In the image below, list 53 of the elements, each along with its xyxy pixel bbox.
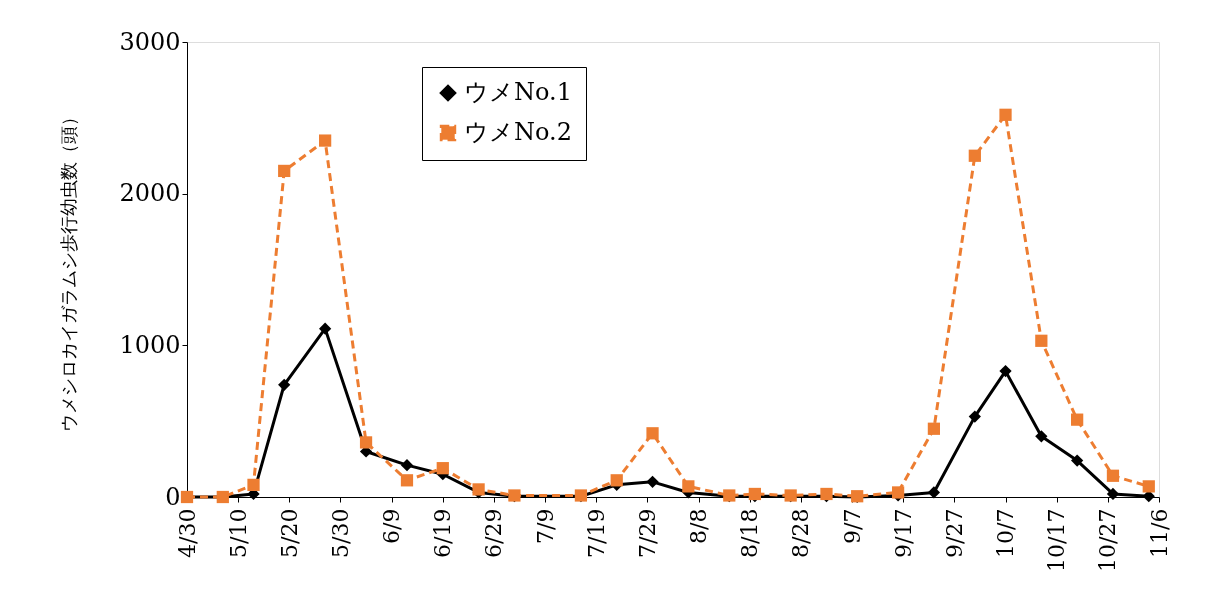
point (1142, 480, 1155, 493)
x-tick-label: 6/19 (430, 508, 456, 558)
x-tick-label: 10/27 (1095, 508, 1121, 572)
legend-label: ウメNo.1 (464, 78, 572, 106)
point (278, 378, 291, 391)
x-tick-label: 5/10 (225, 508, 251, 558)
point (400, 459, 414, 472)
point (999, 364, 1012, 378)
x-tick-label: 8/18 (737, 508, 763, 558)
point (927, 486, 941, 499)
point (436, 462, 449, 475)
point (1106, 469, 1120, 482)
x-tick-label: 7/9 (532, 508, 558, 544)
point (1071, 454, 1084, 467)
point (646, 475, 659, 488)
y-tick-label: 1000 (119, 330, 181, 359)
y-tick-label: 0 (165, 482, 181, 511)
point (1035, 430, 1048, 443)
y-tick-label: 3000 (119, 27, 181, 56)
point (319, 322, 332, 335)
x-tick-label: 5/20 (276, 508, 302, 558)
point (999, 108, 1012, 121)
x-tick-label: 9/27 (941, 508, 967, 558)
x-tick-label: 9/7 (839, 508, 865, 544)
point (319, 134, 332, 147)
x-tick-label: 8/8 (686, 508, 712, 544)
point (278, 164, 291, 178)
point (1071, 413, 1084, 426)
point (247, 478, 260, 491)
x-tick-label: 6/29 (481, 508, 507, 558)
point (1035, 334, 1048, 347)
legend-label: ウメNo.2 (464, 118, 572, 146)
x-tick-label: 4/30 (174, 508, 200, 558)
point (400, 474, 414, 487)
x-tick-label: 7/19 (583, 508, 609, 558)
point (927, 422, 941, 435)
x-tick-label: 8/28 (788, 508, 814, 558)
x-tick-label: 10/7 (993, 508, 1019, 558)
point (646, 427, 659, 440)
point (610, 474, 623, 487)
x-tick-label: 11/6 (1146, 508, 1172, 558)
x-tick-label: 9/17 (890, 508, 916, 558)
x-tick-label: 6/9 (379, 508, 405, 544)
point (359, 436, 373, 449)
point (968, 410, 981, 423)
x-tick-label: 7/29 (634, 508, 660, 558)
x-tick-label: 5/30 (327, 508, 353, 558)
point (968, 149, 981, 162)
point (1106, 487, 1120, 501)
x-tick-label: 10/17 (1044, 508, 1070, 572)
point (682, 480, 695, 493)
y-axis-title: ウメシロカイガラムシ歩行幼虫数（頭） (58, 108, 80, 432)
y-tick-label: 2000 (119, 179, 181, 208)
